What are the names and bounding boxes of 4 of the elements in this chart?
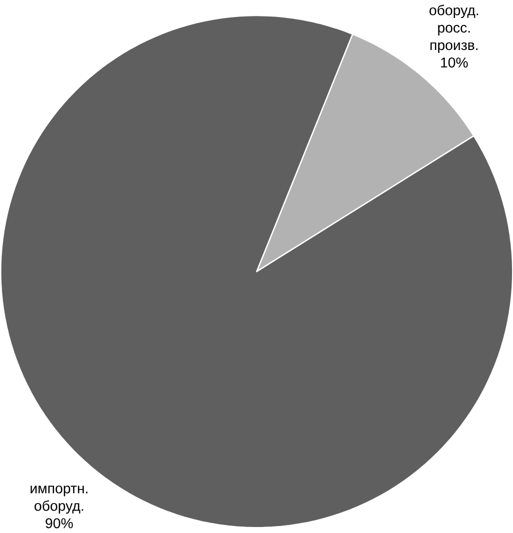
data-label: 90%	[46, 518, 73, 528]
slice-label: оборуд. росс. произв.	[429, 4, 478, 53]
slice-label: импортн. оборуд.	[30, 486, 88, 514]
data-label: 10%	[440, 58, 468, 68]
